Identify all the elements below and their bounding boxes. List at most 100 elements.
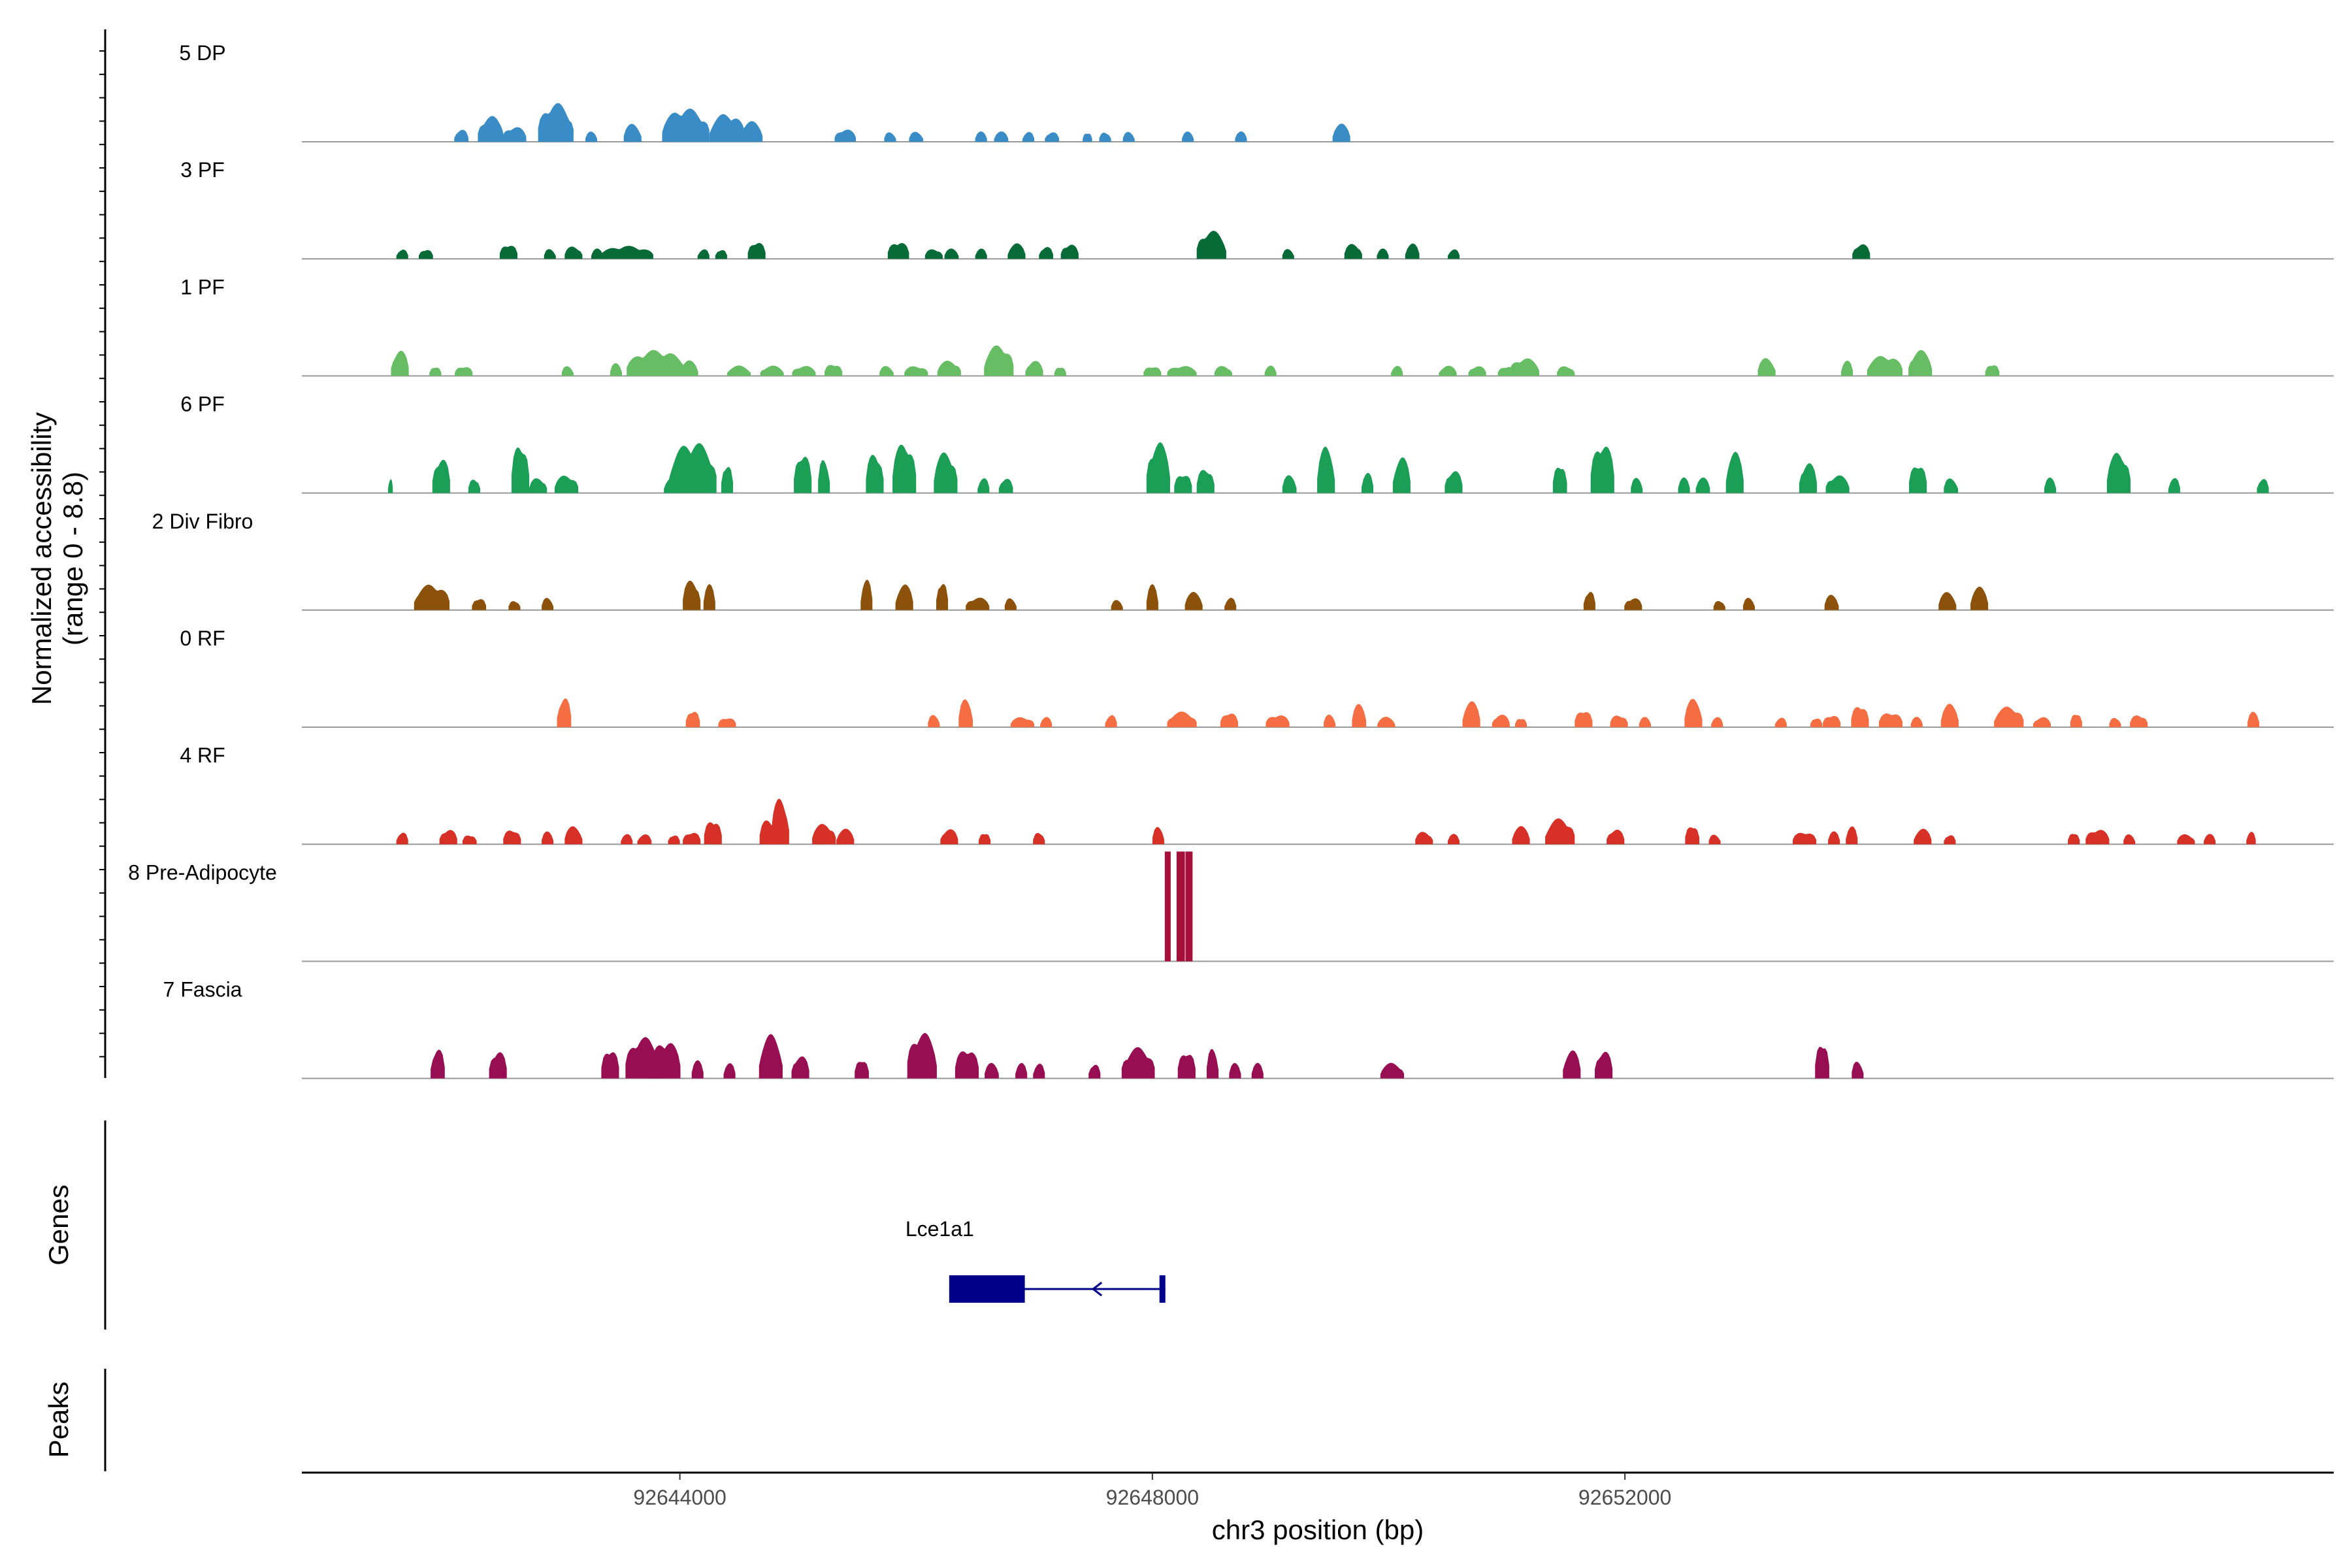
- coverage-peak: [503, 830, 521, 845]
- coverage-peak: [2044, 477, 2057, 493]
- coverage-peak: [391, 350, 409, 376]
- coverage-peak: [419, 250, 433, 259]
- coverage-peak: [1025, 361, 1043, 376]
- coverage-peak: [1121, 1047, 1155, 1079]
- coverage-peak: [668, 835, 680, 845]
- coverage-peak: [1167, 711, 1197, 727]
- coverage-peak: [1214, 366, 1232, 376]
- coverage-peak: [1415, 832, 1433, 845]
- coverage-peak: [1344, 244, 1362, 259]
- coverage-peak: [825, 365, 843, 376]
- track-8-pre-adipocyte: 8 Pre-Adipocyte: [128, 851, 2334, 962]
- coverage-peak: [1251, 1062, 1264, 1079]
- y-axis-label: Normalized accessibility: [26, 412, 57, 705]
- track-label: 0 RF: [180, 627, 225, 650]
- coverage-peak: [1182, 131, 1194, 142]
- coverage-peak: [928, 715, 940, 727]
- coverage-peak: [600, 246, 653, 259]
- coverage-peak: [585, 131, 598, 142]
- coverage-peak: [998, 478, 1013, 493]
- coverage-peak: [621, 834, 633, 845]
- coverage-peak: [508, 601, 521, 610]
- coverage-peak: [1007, 243, 1026, 259]
- coverage-peak: [879, 366, 894, 376]
- coverage-peak: [564, 826, 583, 845]
- coverage-peak: [431, 1049, 445, 1079]
- coverage-peak: [1377, 717, 1396, 727]
- coverage-peak: [1184, 592, 1203, 610]
- coverage-peak: [1563, 1050, 1581, 1079]
- track-label: 1 PF: [180, 275, 225, 299]
- coverage-peak: [979, 834, 991, 845]
- coverage-peak: [715, 250, 727, 259]
- coverage-peak: [685, 711, 700, 727]
- coverage-peak: [623, 123, 642, 142]
- coverage-peak: [739, 121, 763, 142]
- coverage-peak: [462, 836, 477, 845]
- coverage-peak: [396, 832, 408, 845]
- coverage-peak: [1015, 1062, 1028, 1079]
- y-axis-ticks: [99, 50, 105, 1058]
- coverage-peak: [1462, 701, 1480, 727]
- coverage-peak: [1575, 711, 1593, 727]
- coverage-peak: [1332, 123, 1350, 142]
- coverage-peak: [940, 829, 958, 845]
- x-tick-label: 92652000: [1578, 1486, 1671, 1509]
- coverage-peak: [1176, 851, 1185, 962]
- coverage-peak: [1143, 367, 1162, 376]
- coverage-peak: [977, 478, 990, 493]
- coverage-peak: [1010, 717, 1035, 727]
- gene-exon: [949, 1275, 1025, 1303]
- coverage-peak: [1815, 1047, 1829, 1079]
- coverage-peak: [884, 132, 896, 142]
- peaks-panel-label: Peaks: [43, 1382, 74, 1458]
- coverage-peak: [1711, 717, 1723, 727]
- coverage-peak: [2106, 452, 2131, 493]
- coverage-peak: [1282, 249, 1294, 259]
- coverage-peak: [1713, 600, 1725, 610]
- coverage-peak: [771, 798, 789, 845]
- coverage-peak: [1229, 1062, 1241, 1079]
- coverage-peak: [1841, 360, 1854, 376]
- coverage-peak: [1033, 832, 1045, 845]
- coverage-peak: [723, 1063, 736, 1079]
- coverage-peak: [934, 452, 958, 493]
- coverage-peak: [1799, 463, 1817, 493]
- coverage-peak: [1167, 366, 1197, 376]
- coverage-peak: [975, 248, 987, 259]
- coverage-peak: [387, 479, 393, 493]
- coverage-peak: [1545, 818, 1575, 845]
- track-label: 4 RF: [180, 743, 225, 767]
- coverage-peak: [1810, 718, 1823, 727]
- coverage-peak: [1514, 719, 1527, 727]
- coverage-peak: [1512, 826, 1530, 845]
- coverage-peak: [1624, 598, 1642, 610]
- genes-panel-label: Genes: [43, 1184, 74, 1266]
- coverage-peak: [984, 345, 1014, 376]
- coverage-peak: [1852, 1062, 1864, 1079]
- coverage-peak: [432, 459, 450, 493]
- coverage-peak: [1695, 477, 1710, 493]
- coverage-peak: [557, 698, 572, 727]
- coverage-peak: [396, 250, 408, 259]
- coverage-peak: [564, 246, 583, 259]
- coverage-peak: [1684, 698, 1703, 727]
- coverage-peak: [683, 580, 701, 610]
- coverage-peak: [1266, 715, 1290, 727]
- coverage-peak: [1352, 704, 1367, 727]
- coverage-peak: [529, 478, 547, 493]
- coverage-peak: [2130, 715, 2148, 727]
- coverage-peak: [1083, 133, 1092, 142]
- coverage-peak: [1152, 827, 1164, 845]
- coverage-peak: [478, 116, 504, 142]
- coverage-peak: [1045, 132, 1060, 142]
- coverage-peak: [1944, 835, 1956, 845]
- coverage-peak: [1708, 834, 1721, 845]
- coverage-peak: [1938, 592, 1957, 610]
- coverage-peak: [691, 1060, 704, 1079]
- coverage-peak: [1492, 714, 1510, 727]
- coverage-peak: [792, 366, 816, 376]
- coverage-peak: [1852, 244, 1870, 259]
- coverage-peak: [1851, 707, 1869, 727]
